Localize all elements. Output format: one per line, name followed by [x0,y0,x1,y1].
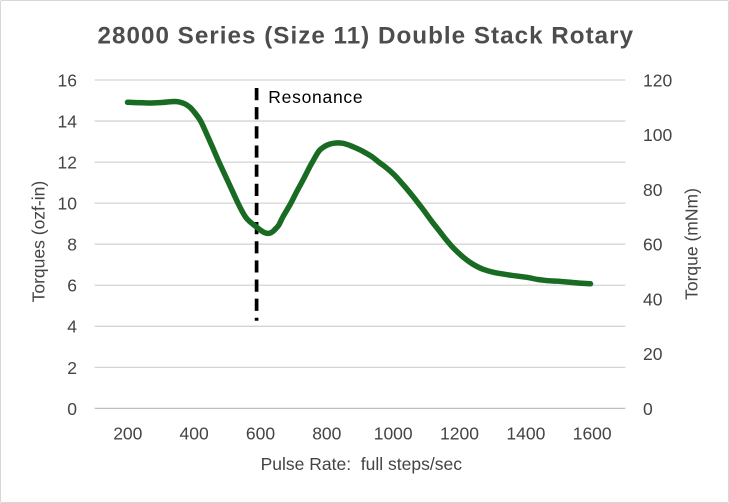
svg-text:6: 6 [67,276,77,296]
svg-text:120: 120 [643,70,672,90]
svg-text:28000 Series (Size 11) Double: 28000 Series (Size 11) Double Stack Rota… [98,22,634,49]
svg-text:14: 14 [58,111,78,131]
svg-text:200: 200 [113,424,142,444]
svg-text:10: 10 [58,194,78,214]
svg-text:600: 600 [246,424,275,444]
svg-text:4: 4 [67,317,77,337]
svg-text:40: 40 [643,289,663,309]
svg-text:400: 400 [179,424,208,444]
svg-text:100: 100 [643,125,672,145]
svg-text:60: 60 [643,235,663,255]
svg-text:2: 2 [67,358,77,378]
svg-text:Torque (mNm): Torque (mNm) [682,188,702,300]
svg-text:Torques (ozf-in): Torques (ozf-in) [29,181,49,303]
svg-text:80: 80 [643,180,663,200]
svg-text:800: 800 [312,424,341,444]
svg-text:8: 8 [67,235,77,255]
svg-text:12: 12 [58,153,77,173]
svg-text:1400: 1400 [506,424,545,444]
svg-text:16: 16 [58,70,77,90]
svg-text:0: 0 [643,399,653,419]
svg-text:1000: 1000 [374,424,413,444]
svg-text:0: 0 [67,399,77,419]
svg-text:Resonance: Resonance [268,87,362,107]
svg-text:1600: 1600 [573,424,612,444]
svg-text:1200: 1200 [440,424,479,444]
svg-text:Pulse Rate: full steps/sec: Pulse Rate: full steps/sec [261,454,463,474]
svg-text:20: 20 [643,344,663,364]
